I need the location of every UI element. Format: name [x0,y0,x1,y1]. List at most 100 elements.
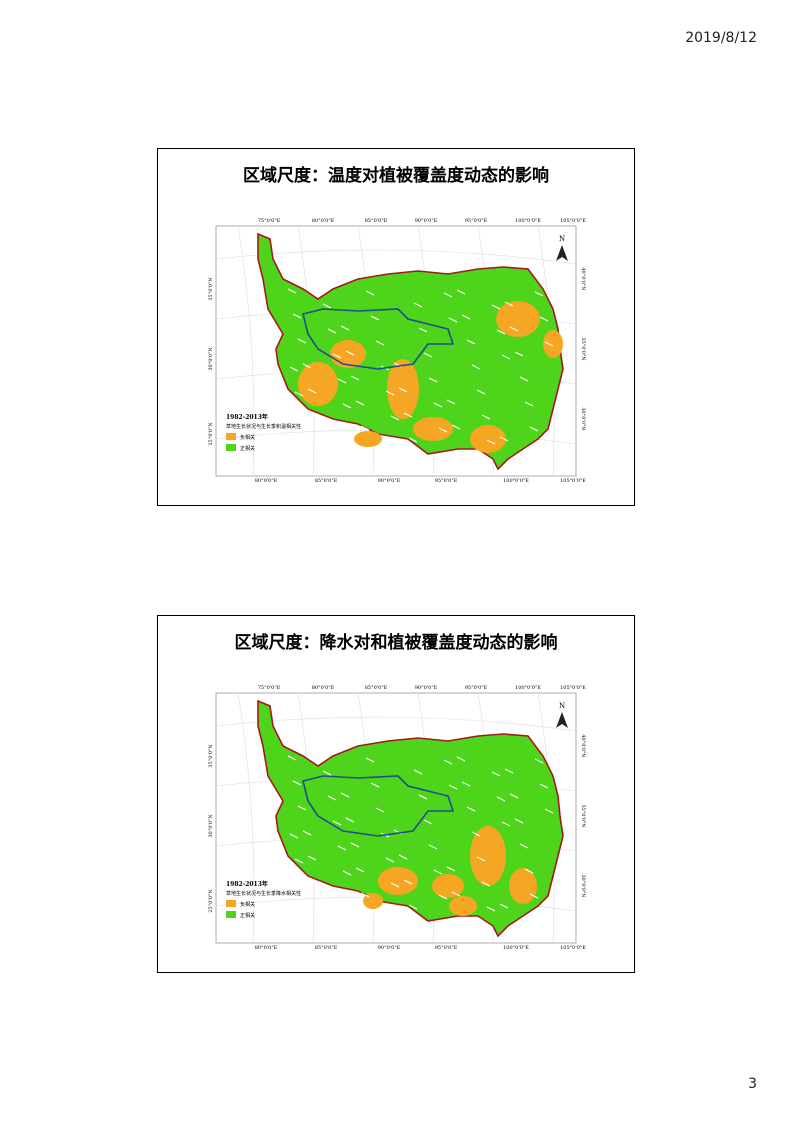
basin-outline [302,775,455,837]
negative-area [470,425,506,453]
lon-label: 100°0'0"E [503,478,529,484]
texture [413,769,423,775]
texture [534,291,544,297]
texture [514,818,524,824]
texture [423,819,433,825]
texture [294,858,304,864]
negative-area [413,417,453,441]
texture [539,783,549,789]
texture [327,795,337,801]
texture [327,328,337,334]
texture [292,780,302,786]
lat-label: 40°0'0"N [580,734,586,758]
texture [289,366,299,372]
texture [529,893,539,899]
texture [519,843,529,849]
negative-area [354,431,382,447]
texture [390,415,400,421]
texture [350,842,360,848]
texture [461,781,471,787]
negative-area [432,874,464,898]
texture [398,854,408,860]
texture [514,351,524,357]
lat-label: 30°0'0"N [580,407,586,431]
texture [428,844,438,850]
lon-label: 100°0'0"E [515,685,541,691]
texture [544,341,554,347]
texture [496,329,506,335]
texture [448,317,458,323]
slide: 区域尺度：温度对植被覆盖度动态的影响 75°0'0"E 80°0'0"E 85°0'0… [157,148,635,506]
legend-label: 负相关 [240,901,255,908]
texture [443,759,453,765]
texture [471,364,481,370]
texture [486,906,496,912]
texture [501,354,511,360]
north-label: N [559,235,565,243]
texture [466,339,476,345]
texture [413,302,423,308]
texture [375,807,385,813]
texture [398,387,408,393]
lon-label: 85°0'0"E [315,478,338,484]
legend-label: 负相关 [240,434,255,441]
lat-label: 40°0'0"N [580,267,586,291]
lon-label: 90°0'0"E [378,945,401,951]
lon-label: 80°0'0"E [312,685,335,691]
texture [544,808,554,814]
texture [355,400,365,406]
texture [446,866,456,872]
texture [539,316,549,322]
graticule [237,225,255,477]
lon-label: 80°0'0"E [255,945,278,951]
lat-label: 35°0'0"N [580,804,586,828]
slide-canvas: 区域尺度：温度对植被覆盖度动态的影响 75°0'0"E 80°0'0"E 85°0'0… [208,165,586,484]
slide-title: 区域尺度：温度对植被覆盖度动态的影响 [243,165,549,186]
texture [317,438,327,444]
texture [385,857,395,863]
basin-outline [302,308,455,370]
texture [476,856,486,862]
texture [337,845,347,851]
lat-label: 35°0'0"N [208,744,214,768]
texture [307,855,317,861]
north-label: N [559,702,565,710]
texture [446,399,456,405]
texture [481,414,491,420]
texture [496,796,506,802]
texture [294,391,304,397]
texture [529,426,539,432]
lon-label: 90°0'0"E [415,685,438,691]
texture [451,424,461,430]
north-arrow [556,712,568,728]
texture [345,817,355,823]
lon-label: 85°0'0"E [365,685,388,691]
legend-label: 正相关 [240,445,255,452]
texture [375,340,385,346]
lon-label: 100°0'0"E [515,218,541,224]
lon-label: 95°0'0"E [435,478,458,484]
texture [499,903,509,909]
texture [385,390,395,396]
negative-area [378,867,418,895]
lon-label: 105°0'0"E [560,218,586,224]
texture [302,830,312,836]
texture [443,292,453,298]
texture [428,377,438,383]
texture [340,325,350,331]
texture [390,882,400,888]
slide-title: 区域尺度：降水对和植被覆盖度动态的影响 [235,632,558,653]
texture [509,793,519,799]
lon-label: 85°0'0"E [365,218,388,224]
negative-area [543,330,563,358]
slide: 区域尺度：降水对和植被覆盖度动态的影响 75°0'0"E 80°0'0"E 85°0'… [157,615,635,973]
legend-title: 1982-2013年 [226,413,268,421]
texture [355,867,365,873]
texture [403,412,413,418]
texture [423,352,433,358]
lon-label: 75°0'0"E [258,685,281,691]
texture [491,304,501,310]
texture [370,315,380,321]
lon-label: 95°0'0"E [465,218,488,224]
texture [350,375,360,381]
